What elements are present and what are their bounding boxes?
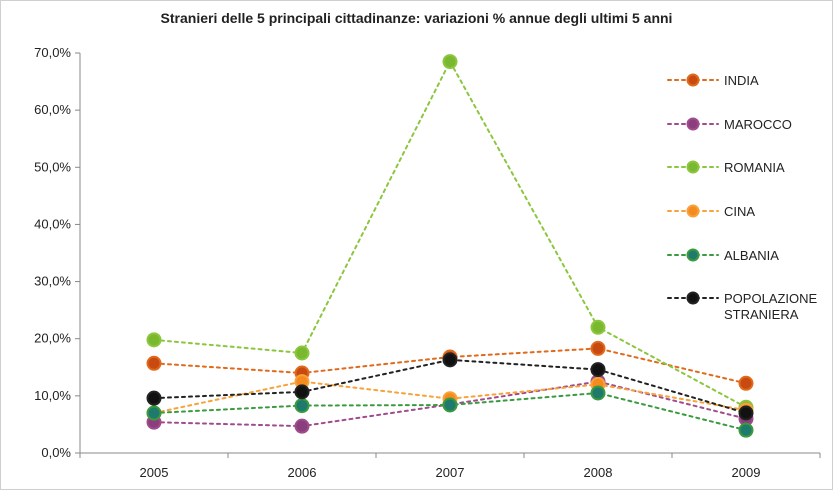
axes: 0,0% 10,0% 20,0% 30,0% 40,0% 50,0% 60,0% 70,0% 2… [34,45,821,480]
x-tick-label: 2006 [288,465,317,480]
legend-marker [686,117,700,131]
y-tick-label: 70,0% [34,45,71,60]
legend-label: POPOLAZIONE [724,291,818,306]
legend-label: INDIA [724,73,759,88]
legend-marker [686,204,700,218]
legend-label: CINA [724,204,755,219]
data-point [738,375,754,391]
data-point [442,54,458,70]
series-line [153,358,747,414]
data-point [294,398,310,414]
series-points [146,54,754,438]
legend-label: MAROCCO [724,117,792,132]
data-point [442,397,458,413]
y-tick-label: 60,0% [34,102,71,117]
data-point [146,355,162,371]
data-point [294,418,310,434]
x-tick-label: 2009 [732,465,761,480]
data-point [738,422,754,438]
series-lines [153,59,747,432]
data-point [590,362,606,378]
data-point [590,385,606,401]
data-point [590,319,606,335]
data-point [442,352,458,368]
y-tick-label: 40,0% [34,216,71,231]
x-tick-label: 2008 [584,465,613,480]
data-point [146,405,162,421]
y-tick-label: 30,0% [34,274,71,289]
data-point [590,340,606,356]
data-point [146,390,162,406]
y-tick-label: 0,0% [41,445,71,460]
y-tick-label: 20,0% [34,331,71,346]
data-point [146,332,162,348]
data-point [294,384,310,400]
legend-marker [686,73,700,87]
data-point [738,405,754,421]
x-tick-label: 2007 [436,465,465,480]
legend-marker [686,291,700,305]
legend-label: ROMANIA [724,160,785,175]
legend-label: STRANIERA [724,307,799,322]
chart-title: Stranieri delle 5 principali cittadinanz… [160,10,673,26]
legend: INDIA MAROCCO ROMANIA CINA ALBANIA POPOLAZION… [667,73,818,322]
legend-marker [686,248,700,262]
y-tick-label: 10,0% [34,388,71,403]
y-tick-label: 50,0% [34,159,71,174]
legend-marker [686,160,700,174]
x-tick-label: 2005 [140,465,169,480]
data-point [294,345,310,361]
legend-label: ALBANIA [724,248,779,263]
